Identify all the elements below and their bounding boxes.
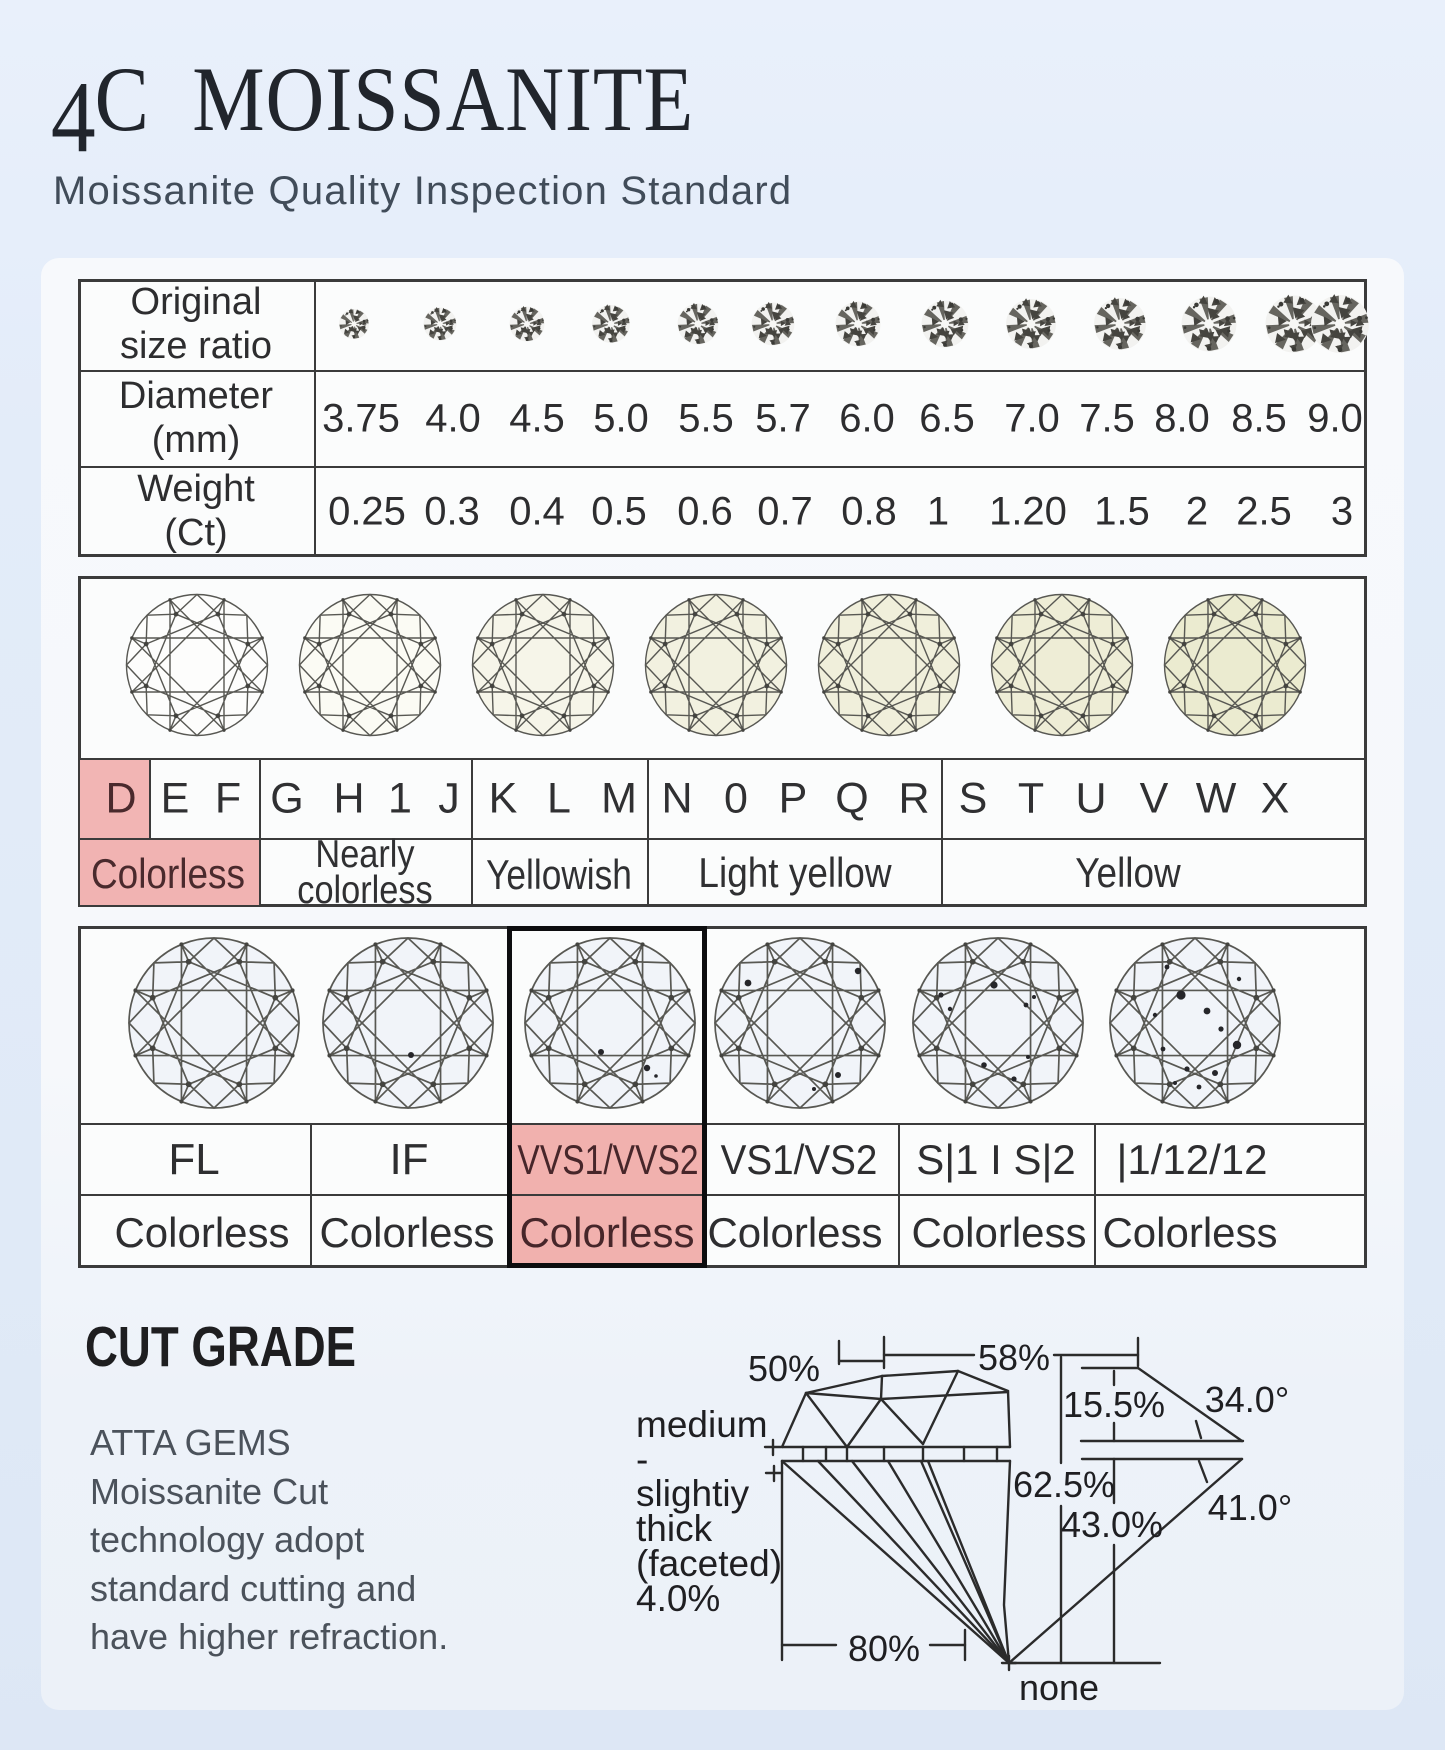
- svg-text:none: none: [1019, 1667, 1099, 1708]
- svg-text:-: -: [636, 1439, 648, 1480]
- svg-text:41.0°: 41.0°: [1208, 1487, 1292, 1528]
- svg-text:4.0%: 4.0%: [636, 1578, 720, 1619]
- svg-text:62.5%: 62.5%: [1013, 1464, 1115, 1505]
- svg-text:thick: thick: [636, 1508, 713, 1549]
- svg-text:slightiy: slightiy: [636, 1473, 750, 1514]
- svg-text:58%: 58%: [978, 1337, 1050, 1378]
- svg-text:80%: 80%: [848, 1628, 920, 1669]
- svg-text:43.0%: 43.0%: [1061, 1504, 1163, 1545]
- svg-text:15.5%: 15.5%: [1063, 1384, 1165, 1425]
- svg-text:(faceted): (faceted): [636, 1543, 782, 1584]
- svg-text:34.0°: 34.0°: [1205, 1379, 1289, 1420]
- svg-text:medium: medium: [636, 1404, 768, 1445]
- svg-text:50%: 50%: [748, 1348, 820, 1389]
